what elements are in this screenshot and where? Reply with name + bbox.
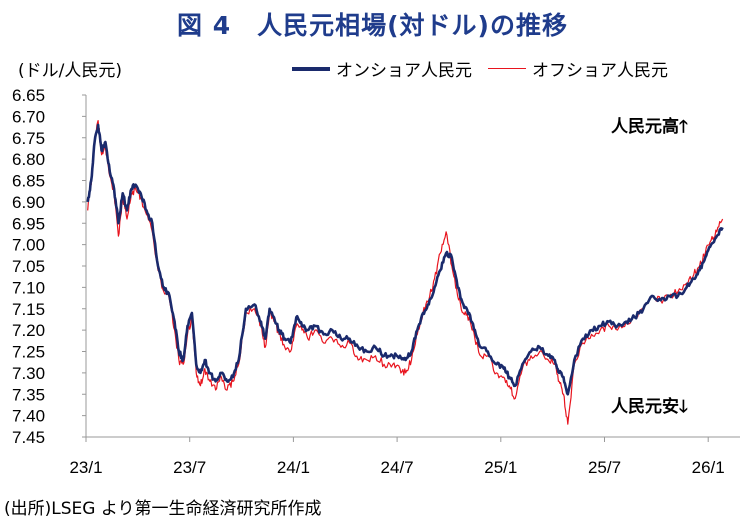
legend-label-offshore: オフショア人民元 (532, 61, 668, 81)
y-tick-label: 7.20 (12, 321, 45, 340)
up-arrow-icon: 🡑 (679, 117, 688, 137)
y-tick-label: 7.15 (12, 300, 45, 319)
x-tick-label: 24/7 (381, 458, 414, 477)
annotation-low-label: 人民元安 (611, 397, 679, 417)
y-tick-label: 6.85 (12, 172, 45, 191)
y-tick-label: 6.75 (12, 129, 45, 148)
x-tick-label: 23/1 (69, 458, 102, 477)
legend-swatch-onshore (292, 66, 330, 71)
annotation-yuan-depreciation: 人民元安🡓 (611, 392, 688, 423)
y-tick-label: 6.65 (12, 86, 45, 105)
y-tick-label: 7.00 (12, 236, 45, 255)
y-tick-label: 6.90 (12, 193, 45, 212)
source-note: (出所)LSEG より第一生命経済研究所作成 (4, 499, 322, 519)
x-tick-label: 25/7 (588, 458, 621, 477)
y-tick-label: 7.35 (12, 385, 45, 404)
y-axis-unit-label: (ドル/人民元) (18, 61, 122, 81)
annotation-yuan-appreciation: 人民元高🡑 (611, 112, 688, 143)
series-line-onshore (86, 123, 724, 396)
chart-title: 図 4 人民元相場(対ドル)の推移 (177, 11, 568, 40)
y-tick-label: 7.30 (12, 364, 45, 383)
legend: オンショア人民元 オフショア人民元 (292, 56, 684, 81)
x-tick-label: 26/1 (692, 458, 725, 477)
y-tick-label: 7.45 (12, 428, 45, 447)
y-tick-label: 7.25 (12, 343, 45, 362)
x-tick-label: 24/1 (277, 458, 310, 477)
down-arrow-icon: 🡓 (679, 397, 688, 417)
x-tick-label: 23/7 (173, 458, 206, 477)
y-tick-label: 7.40 (12, 407, 45, 426)
y-tick-label: 7.05 (12, 257, 45, 276)
series-line-offshore (87, 119, 724, 425)
x-tick-label: 25/1 (484, 458, 517, 477)
y-tick-label: 6.80 (12, 150, 45, 169)
legend-item-onshore: オンショア人民元 (292, 56, 472, 81)
annotation-high-label: 人民元高 (611, 117, 679, 137)
y-tick-label: 6.95 (12, 214, 45, 233)
y-tick-label: 6.70 (12, 107, 45, 126)
legend-swatch-offshore (488, 68, 526, 69)
legend-item-offshore: オフショア人民元 (488, 56, 668, 81)
legend-label-onshore: オンショア人民元 (336, 61, 472, 81)
y-tick-label: 7.10 (12, 278, 45, 297)
